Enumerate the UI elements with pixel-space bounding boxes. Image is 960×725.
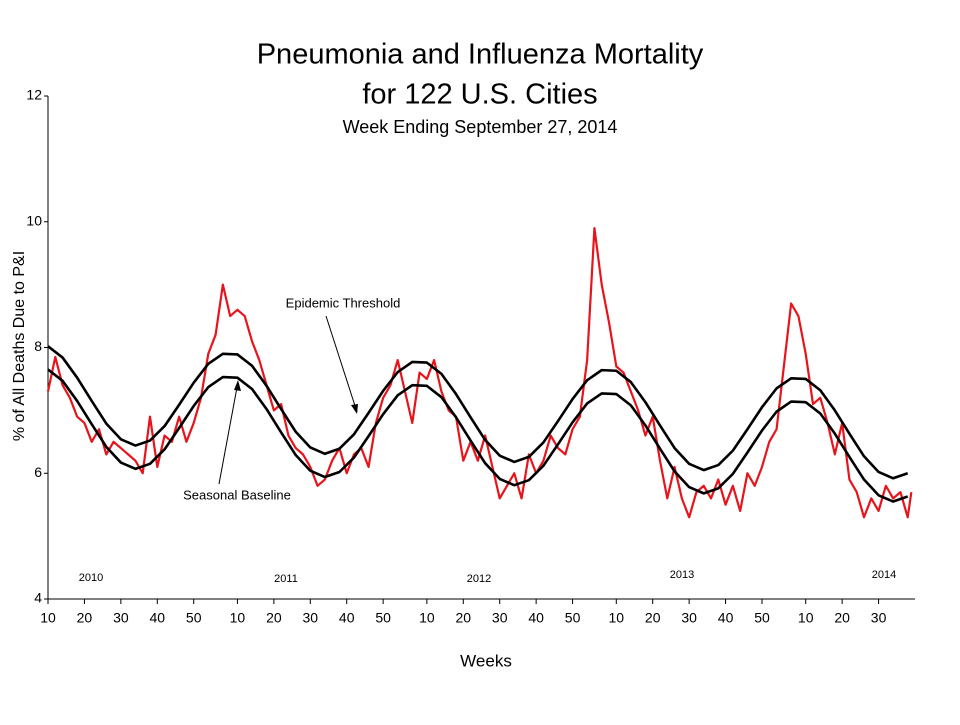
year-label: 2014 [872,569,896,581]
x-tick-label: 10 [608,610,624,626]
x-tick-label: 20 [266,610,282,626]
x-tick-label: 20 [455,610,471,626]
annotation-arrowhead [351,404,358,414]
chart-title: Pneumonia and Influenza Mortality [257,39,704,71]
annotation-arrow [325,315,358,413]
y-tick-label: 10 [26,212,42,228]
annotation-arrowhead [234,380,241,391]
chart-subtitle: Week Ending September 27, 2014 [343,117,618,137]
x-tick-label: 50 [375,610,391,626]
x-tick-label: 50 [186,610,202,626]
x-tick-label: 40 [718,610,734,626]
x-tick-label: 10 [40,610,56,626]
data-line [46,226,913,519]
x-tick-label: 50 [565,610,581,626]
x-tick-label: 30 [302,610,318,626]
x-tick-label: 30 [492,610,508,626]
x-tick-label: 10 [798,610,814,626]
x-tick-label: 20 [77,610,93,626]
x-tick-label: 10 [419,610,435,626]
annotation: Epidemic Threshold [286,295,401,310]
x-tick-label: 20 [645,610,661,626]
y-tick-label: 6 [34,464,42,480]
y-axis-label: % of All Deaths Due to P&I [11,251,28,441]
reference-line [47,368,909,503]
x-tick-label: 40 [149,610,165,626]
x-tick-label: 40 [528,610,544,626]
y-tick-label: 12 [26,87,42,103]
annotation-arrow [218,381,239,485]
reference-line [47,345,909,480]
x-tick-label: 20 [834,610,850,626]
annotation: Seasonal Baseline [183,487,291,502]
year-label: 2011 [274,573,298,585]
year-label: 2010 [79,572,103,584]
x-tick-label: 30 [113,610,129,626]
year-label: 2012 [467,573,491,585]
x-tick-label: 40 [339,610,355,626]
x-tick-label: 30 [681,610,697,626]
chart-subtitle: for 122 U.S. Cities [362,79,597,111]
x-tick-label: 10 [230,610,246,626]
year-label: 2013 [670,569,694,581]
y-tick-label: 4 [34,590,42,606]
x-axis-label: Weeks [460,651,512,670]
y-tick-label: 8 [34,338,42,354]
x-tick-label: 50 [754,610,770,626]
x-tick-label: 30 [871,610,887,626]
